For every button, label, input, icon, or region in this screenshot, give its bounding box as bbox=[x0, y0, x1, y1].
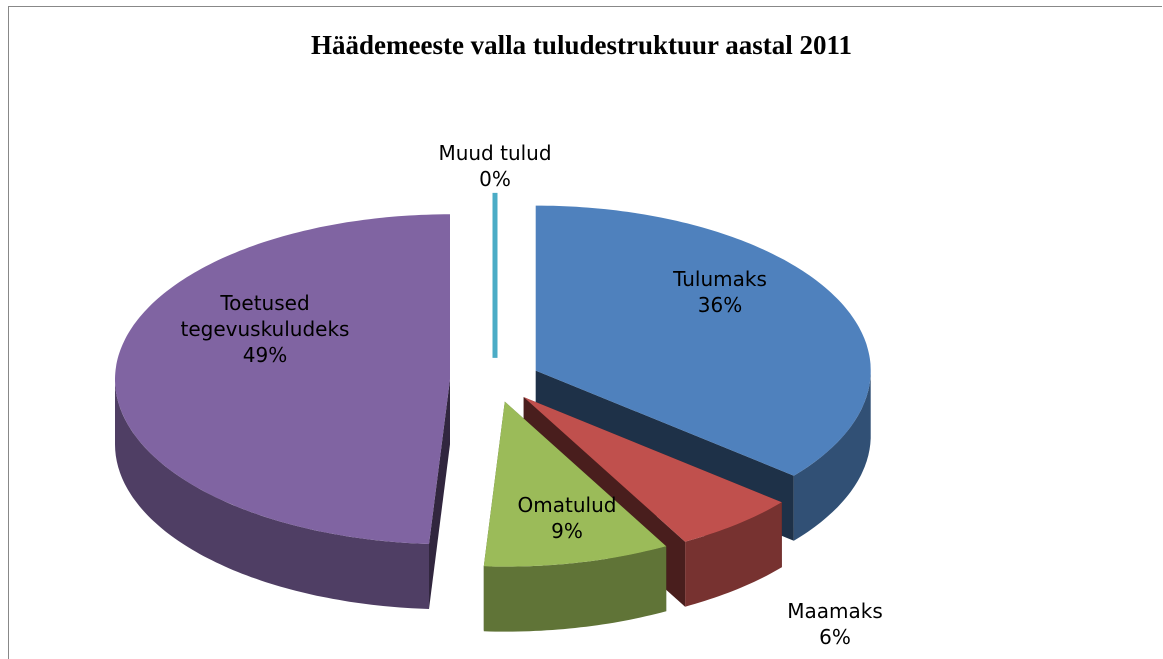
category-label: Omatulud bbox=[517, 493, 617, 517]
data-label: Toetused tegevuskuludeks 49% bbox=[180, 290, 350, 368]
value-label: 9% bbox=[551, 519, 583, 543]
value-label: 6% bbox=[819, 625, 851, 649]
category-label: Maamaks bbox=[787, 599, 883, 623]
category-label: Tulumaks bbox=[673, 267, 767, 291]
slice-face bbox=[535, 205, 871, 476]
slice-face bbox=[793, 370, 871, 541]
slice-face bbox=[115, 379, 429, 609]
slice-face bbox=[483, 401, 667, 567]
slice-face bbox=[429, 379, 450, 609]
pie-slice-3d bbox=[115, 214, 450, 609]
pie-slice-3d bbox=[483, 401, 667, 632]
chart-title: Häädemeeste valla tuludestruktuur aastal… bbox=[310, 30, 852, 60]
slice-face bbox=[483, 546, 667, 632]
data-label: Omatulud 9% bbox=[467, 492, 667, 544]
value-label: 0% bbox=[479, 167, 511, 191]
category-label: Toetused tegevuskuludeks bbox=[180, 291, 350, 341]
value-label: 49% bbox=[242, 343, 288, 367]
slice-face bbox=[685, 502, 782, 607]
value-label: 36% bbox=[697, 293, 743, 317]
slice-face bbox=[523, 397, 782, 542]
data-label: Maamaks 6% bbox=[735, 598, 935, 650]
chart-frame bbox=[8, 6, 1162, 659]
data-label: Muud tulud 0% bbox=[395, 140, 595, 192]
data-label: Tulumaks 36% bbox=[620, 266, 820, 318]
slice-face bbox=[115, 214, 450, 545]
category-label: Muud tulud bbox=[438, 141, 552, 165]
